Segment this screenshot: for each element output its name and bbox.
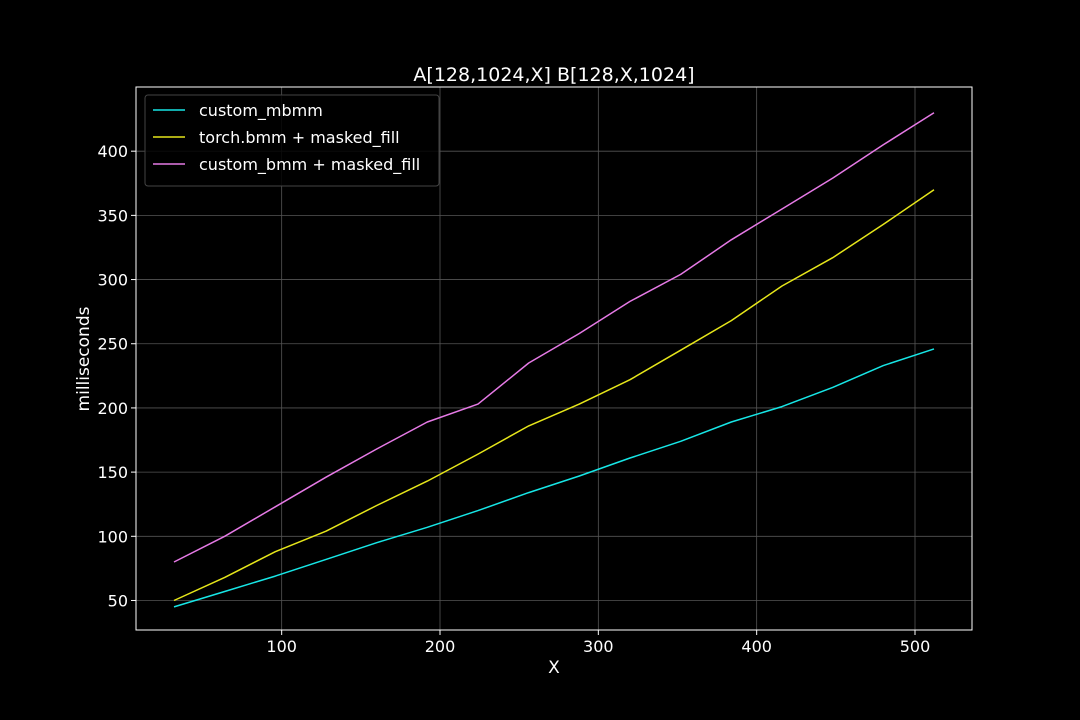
series-line-torch-bmm-masked-fill [173, 189, 935, 602]
y-tick-label: 300 [97, 271, 128, 290]
y-axis-label: milliseconds [74, 306, 94, 411]
chart-title: A[128,1024,X] B[128,X,1024] [413, 64, 694, 86]
series-line-custom-mbmm [173, 348, 935, 608]
y-tick-label: 50 [108, 591, 128, 610]
plot-frame [135, 86, 973, 631]
legend-label: torch.bmm + masked_fill [199, 128, 400, 148]
legend-box [144, 94, 440, 187]
x-tick-label: 200 [425, 637, 456, 656]
legend-label: custom_mbmm [199, 101, 323, 121]
x-tick-label: 400 [741, 637, 772, 656]
grid [136, 87, 972, 630]
x-axis-label: X [548, 658, 560, 678]
series-layer [173, 112, 935, 608]
y-tick-label: 200 [97, 399, 128, 418]
y-tick-label: 100 [97, 527, 128, 546]
y-tick-label: 400 [97, 142, 128, 161]
x-tick-label: 500 [900, 637, 931, 656]
x-tick-label: 300 [583, 637, 614, 656]
ticks: 100 200 300 400 500 50 100 150 200 250 300 350 400 [97, 142, 930, 656]
y-tick-label: 250 [97, 335, 128, 354]
legend: custom_mbmm torch.bmm + masked_fillcustom… [144, 94, 440, 187]
x-tick-label: 100 [266, 637, 297, 656]
legend-label: custom_bmm + masked_fill [199, 155, 420, 175]
y-tick-label: 150 [97, 463, 128, 482]
series-line-custom-bmm-masked-fill [173, 112, 935, 563]
y-tick-label: 350 [97, 206, 128, 225]
